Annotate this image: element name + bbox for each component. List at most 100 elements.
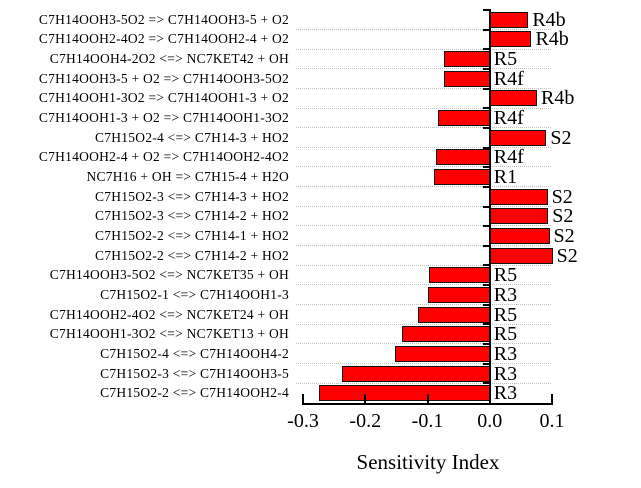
code-label: R5 (493, 48, 518, 71)
x-tick-label: -0.1 (411, 410, 444, 432)
grid-line (296, 68, 551, 70)
reaction-label: C7H14OOH2-4 + O2 => C7H14OOH2-4O2 (38, 149, 289, 165)
category-tick (483, 303, 490, 306)
code-label: R3 (493, 382, 518, 405)
bar (489, 227, 550, 244)
bar (433, 169, 490, 186)
bar (417, 306, 490, 323)
grid-line (296, 146, 551, 148)
grid-line (296, 127, 551, 129)
reaction-label: C7H14OOH3-5O2 <=> NC7KET35 + OH (49, 267, 289, 283)
code-label: S2 (556, 244, 578, 267)
category-tick (483, 185, 490, 188)
reaction-label: C7H14OOH2-4O2 <=> NC7KET24 + OH (49, 306, 289, 322)
code-label: S2 (553, 224, 575, 247)
x-tick-label: -0.2 (349, 410, 382, 432)
zero-axis-line (488, 9, 491, 403)
category-tick (483, 107, 490, 110)
reaction-label: C7H15O2-2 <=> C7H14OOH2-4 (100, 385, 289, 401)
reaction-label: NC7H16 + OH => C7H15-4 + H2O (86, 169, 289, 185)
code-label: S2 (551, 185, 573, 208)
reaction-label: C7H14OOH2-4O2 => C7H14OOH2-4 + O2 (38, 31, 289, 47)
reaction-label: C7H14OOH3-5 + O2 => C7H14OOH3-5O2 (38, 70, 289, 86)
bar (443, 70, 490, 87)
reaction-label: C7H15O2-3 <=> C7H14-2 + HO2 (95, 208, 289, 224)
grid-line (296, 28, 551, 30)
x-axis-title: Sensitivity Index (356, 450, 500, 474)
category-tick (483, 28, 490, 31)
bar (429, 267, 490, 284)
grid-line (296, 343, 551, 345)
grid-line (296, 304, 551, 305)
category-tick (483, 126, 490, 129)
category-tick (483, 323, 490, 326)
code-label: R5 (493, 303, 518, 326)
reaction-label: C7H15O2-2 <=> C7H14-1 + HO2 (95, 227, 289, 243)
x-tick-label: 0.1 (539, 410, 565, 432)
category-tick (483, 9, 490, 11)
code-label: R3 (493, 342, 518, 365)
reaction-label: C7H15O2-3 <=> C7H14-3 + HO2 (95, 188, 289, 204)
reaction-label: C7H14OOH4-2O2 <=> NC7KET42 + OH (49, 51, 289, 67)
bar (489, 247, 553, 264)
reaction-label: C7H15O2-1 <=> C7H14OOH1-3 (100, 286, 289, 302)
code-label: R4f (493, 107, 524, 130)
bar (489, 208, 549, 225)
category-tick (483, 244, 490, 247)
category-tick (483, 146, 490, 149)
reaction-label: C7H14OOH1-3O2 => C7H14OOH1-3 + O2 (38, 90, 289, 106)
bar (395, 345, 490, 362)
category-tick (483, 343, 490, 346)
reaction-label: C7H15O2-2 <=> C7H14-2 + HO2 (95, 247, 289, 263)
bar (489, 11, 529, 28)
code-label: R4b (532, 8, 566, 31)
category-tick (483, 362, 490, 365)
reaction-label: C7H15O2-4 <=> C7H14-3 + HO2 (95, 129, 289, 145)
grid-line (296, 284, 551, 286)
grid-line (296, 362, 551, 364)
x-tick-label: -0.3 (287, 410, 319, 432)
code-label: R3 (493, 362, 518, 385)
code-label: S2 (550, 126, 572, 149)
x-axis-tick (364, 394, 367, 403)
bar (489, 90, 538, 107)
x-axis-line (302, 403, 553, 405)
category-tick (483, 284, 490, 287)
category-tick (483, 382, 490, 385)
grid-line (296, 205, 551, 207)
bar (428, 286, 490, 303)
bar (489, 188, 548, 205)
grid-line (296, 323, 551, 325)
bar (319, 385, 490, 402)
bar (438, 110, 490, 127)
grid-line (296, 107, 551, 109)
category-tick (483, 205, 490, 208)
code-label: R4b (535, 28, 569, 51)
bar (489, 129, 547, 146)
code-label: R5 (493, 323, 518, 346)
reaction-label: C7H15O2-4 <=> C7H14OOH4-2 (100, 345, 289, 361)
grid-line (296, 245, 551, 247)
bar (443, 51, 490, 68)
category-tick (483, 67, 490, 70)
reaction-label: C7H14OOH3-5O2 => C7H14OOH3-5 + O2 (38, 11, 289, 27)
category-tick (483, 87, 490, 90)
grid-line (296, 48, 551, 50)
reaction-label: C7H14OOH1-3O2 <=> NC7KET13 + OH (49, 326, 289, 342)
x-tick-label: 0.0 (477, 410, 503, 432)
reaction-label: C7H15O2-3 <=> C7H14OOH3-5 (100, 365, 289, 381)
reaction-label: C7H14OOH1-3 + O2 => C7H14OOH1-3O2 (38, 110, 289, 126)
grid-line (296, 166, 551, 168)
category-tick (483, 48, 490, 51)
x-axis-tick (488, 394, 491, 403)
grid-line (296, 87, 551, 89)
code-label: R4f (493, 146, 524, 169)
category-tick (483, 166, 490, 169)
code-label: R4b (541, 87, 575, 110)
code-label: R1 (493, 166, 518, 189)
grid-line (296, 186, 551, 188)
grid-line (296, 264, 551, 266)
category-tick (483, 264, 490, 267)
category-tick (483, 225, 490, 228)
